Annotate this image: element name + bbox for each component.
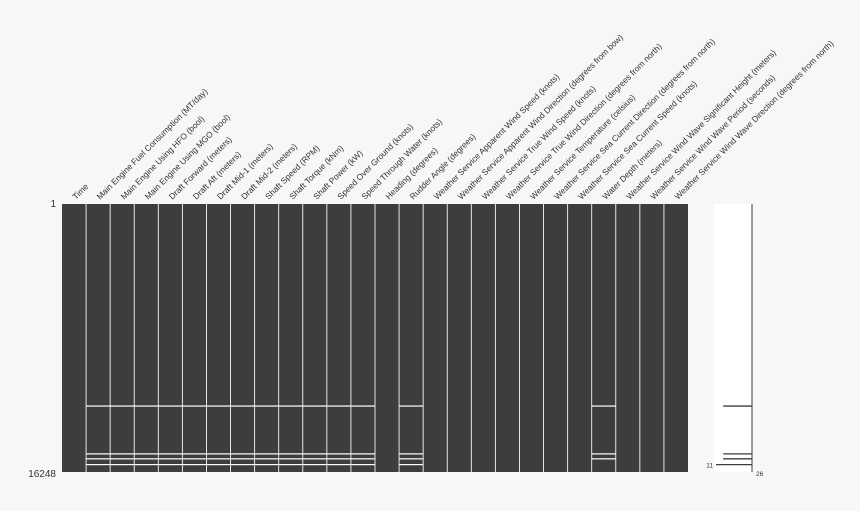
column-7-missing-mark-1 <box>206 405 231 407</box>
completeness-sparkline: 11 26 <box>706 204 764 478</box>
column-3-missing-mark-2 <box>110 453 135 455</box>
column-8-missing-mark-4 <box>230 464 255 466</box>
column-2-missing-mark-1 <box>86 405 111 407</box>
column-11-missing-mark-2 <box>302 453 327 455</box>
column-8-missing-mark-2 <box>230 453 255 455</box>
column-23-missing-mark-2 <box>591 453 616 455</box>
column-7-missing-mark-3 <box>206 458 231 460</box>
column-23-missing-mark-3 <box>591 458 616 460</box>
column-13-missing-mark-2 <box>350 453 375 455</box>
column-2-present-bar <box>86 204 111 472</box>
sparkline-area <box>714 204 752 472</box>
column-21-present-bar <box>543 204 568 472</box>
column-9-present-bar <box>254 204 279 472</box>
column-6-missing-mark-2 <box>182 453 207 455</box>
column-3-missing-mark-3 <box>110 458 135 460</box>
column-3-present-bar <box>110 204 135 472</box>
row-label-last: 16248 <box>28 469 56 480</box>
column-8-missing-mark-1 <box>230 405 255 407</box>
column-10-missing-mark-2 <box>278 453 303 455</box>
column-6-missing-mark-1 <box>182 405 207 407</box>
column-13-missing-mark-3 <box>350 458 375 460</box>
column-12-missing-mark-2 <box>326 453 351 455</box>
column-13-missing-mark-1 <box>350 405 375 407</box>
column-4-missing-mark-3 <box>134 458 159 460</box>
column-2-missing-mark-4 <box>86 464 111 466</box>
column-22-present-bar <box>567 204 592 472</box>
column-1-present-bar <box>62 204 87 472</box>
column-4-missing-mark-4 <box>134 464 159 466</box>
column-11-missing-mark-4 <box>302 464 327 466</box>
row-label-first: 1 <box>50 199 56 210</box>
column-14-present-bar <box>375 204 400 472</box>
column-10-missing-mark-1 <box>278 405 303 407</box>
column-15-missing-mark-4 <box>399 464 424 466</box>
column-5-missing-mark-2 <box>158 453 183 455</box>
column-10-missing-mark-4 <box>278 464 303 466</box>
column-11-missing-mark-1 <box>302 405 327 407</box>
column-10-missing-mark-3 <box>278 458 303 460</box>
column-13-present-bar <box>350 204 375 472</box>
column-11-present-bar <box>302 204 327 472</box>
column-15-missing-mark-1 <box>399 405 424 407</box>
column-5-present-bar <box>158 204 183 472</box>
column-7-present-bar <box>206 204 231 472</box>
column-26-present-bar <box>663 204 688 472</box>
column-23-missing-mark-1 <box>591 405 616 407</box>
column-23-present-bar <box>591 204 616 472</box>
column-20-present-bar <box>519 204 544 472</box>
column-25-present-bar <box>639 204 664 472</box>
column-9-missing-mark-3 <box>254 458 279 460</box>
column-11-missing-mark-3 <box>302 458 327 460</box>
column-8-missing-mark-3 <box>230 458 255 460</box>
column-4-missing-mark-2 <box>134 453 159 455</box>
column-15-present-bar <box>399 204 424 472</box>
column-7-missing-mark-4 <box>206 464 231 466</box>
column-15-missing-mark-2 <box>399 453 424 455</box>
column-3-missing-mark-4 <box>110 464 135 466</box>
column-12-missing-mark-1 <box>326 405 351 407</box>
column-8-present-bar <box>230 204 255 472</box>
matrix <box>62 204 688 472</box>
column-6-missing-mark-3 <box>182 458 207 460</box>
column-19-present-bar <box>495 204 520 472</box>
column-9-missing-mark-2 <box>254 453 279 455</box>
column-24-present-bar <box>615 204 640 472</box>
column-15-missing-mark-3 <box>399 458 424 460</box>
column-9-missing-mark-4 <box>254 464 279 466</box>
column-10-present-bar <box>278 204 303 472</box>
column-12-present-bar <box>326 204 351 472</box>
sparkline-min-label: 11 <box>706 463 713 470</box>
column-12-missing-mark-4 <box>326 464 351 466</box>
column-5-missing-mark-4 <box>158 464 183 466</box>
column-13-missing-mark-4 <box>350 464 375 466</box>
column-5-missing-mark-3 <box>158 458 183 460</box>
column-6-present-bar <box>182 204 207 472</box>
column-4-missing-mark-1 <box>134 405 159 407</box>
column-17-present-bar <box>447 204 472 472</box>
column-18-present-bar <box>471 204 496 472</box>
column-2-missing-mark-3 <box>86 458 111 460</box>
sparkline-max-label: 26 <box>756 471 764 478</box>
column-3-missing-mark-1 <box>110 405 135 407</box>
column-5-missing-mark-1 <box>158 405 183 407</box>
column-6-missing-mark-4 <box>182 464 207 466</box>
column-7-missing-mark-2 <box>206 453 231 455</box>
column-9-missing-mark-1 <box>254 405 279 407</box>
column-16-present-bar <box>423 204 448 472</box>
column-4-present-bar <box>134 204 159 472</box>
column-2-missing-mark-2 <box>86 453 111 455</box>
column-12-missing-mark-3 <box>326 458 351 460</box>
